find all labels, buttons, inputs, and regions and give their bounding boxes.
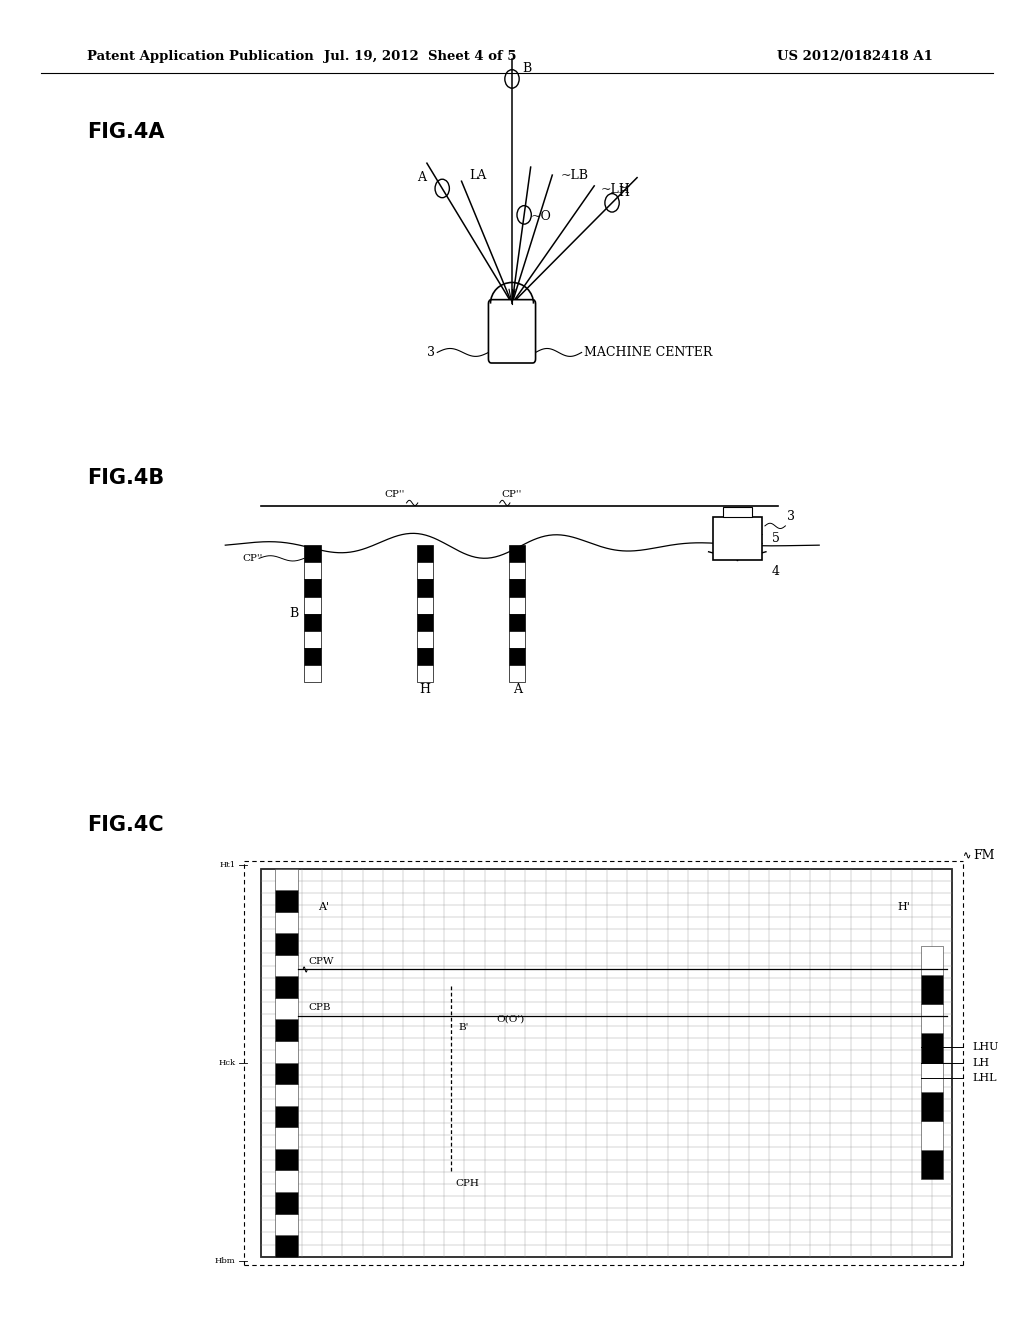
Text: 3: 3 <box>427 346 435 359</box>
Text: Jul. 19, 2012  Sheet 4 of 5: Jul. 19, 2012 Sheet 4 of 5 <box>324 50 516 63</box>
Text: CP'': CP'' <box>243 554 263 562</box>
Text: Ht1: Ht1 <box>219 861 236 869</box>
Text: A: A <box>417 172 426 185</box>
Text: A': A' <box>318 903 330 912</box>
Bar <box>921 946 943 975</box>
Bar <box>723 507 752 517</box>
Bar <box>304 597 321 614</box>
Text: ~O: ~O <box>530 210 551 223</box>
Text: CP'': CP'' <box>384 490 404 499</box>
Text: H': H' <box>897 903 910 912</box>
Bar <box>304 579 321 597</box>
Bar <box>417 648 433 665</box>
Text: B: B <box>522 62 531 75</box>
Bar <box>417 597 433 614</box>
Bar <box>417 545 433 562</box>
Text: MACHINE CENTER: MACHINE CENTER <box>584 346 712 359</box>
Bar <box>275 1084 298 1106</box>
Bar <box>713 517 762 560</box>
Text: CPW: CPW <box>308 957 334 965</box>
Text: US 2012/0182418 A1: US 2012/0182418 A1 <box>777 50 933 63</box>
Text: A: A <box>513 682 521 696</box>
Bar <box>275 977 298 998</box>
Bar <box>509 665 525 682</box>
Bar <box>261 869 952 1257</box>
Bar <box>275 1171 298 1192</box>
Bar <box>509 614 525 631</box>
Text: FIG.4C: FIG.4C <box>87 814 164 836</box>
Bar <box>275 1019 298 1041</box>
Text: CPH: CPH <box>456 1179 479 1188</box>
Bar <box>275 1063 298 1084</box>
Bar <box>275 1192 298 1213</box>
Text: ~LB: ~LB <box>560 169 589 182</box>
Text: FIG.4B: FIG.4B <box>87 467 164 488</box>
Bar <box>275 1213 298 1236</box>
Text: CPB: CPB <box>308 1003 331 1012</box>
Text: LHU: LHU <box>973 1041 999 1052</box>
Text: LH: LH <box>973 1057 990 1068</box>
Text: ~LH: ~LH <box>600 183 630 197</box>
Bar <box>417 579 433 597</box>
Bar <box>275 869 298 890</box>
Bar <box>275 890 298 912</box>
Bar <box>275 1148 298 1171</box>
Bar <box>275 912 298 933</box>
Bar <box>304 665 321 682</box>
Bar <box>304 614 321 631</box>
Text: LHL: LHL <box>973 1073 997 1084</box>
Bar <box>921 1121 943 1150</box>
Bar <box>921 975 943 1005</box>
Bar <box>275 1041 298 1063</box>
Text: O(O'): O(O') <box>497 1014 525 1023</box>
Bar <box>921 1092 943 1121</box>
Bar <box>921 1005 943 1034</box>
Text: 4: 4 <box>772 565 780 578</box>
Bar <box>921 1150 943 1179</box>
Bar <box>275 1106 298 1127</box>
Bar <box>509 648 525 665</box>
Bar <box>417 562 433 579</box>
Bar <box>275 1127 298 1148</box>
Bar <box>275 954 298 977</box>
Bar <box>275 1236 298 1257</box>
Text: 3: 3 <box>787 511 796 524</box>
Bar <box>304 631 321 648</box>
Text: H: H <box>420 682 430 696</box>
Text: Hck: Hck <box>218 1059 236 1067</box>
Bar <box>509 562 525 579</box>
Bar <box>304 545 321 562</box>
Text: 5: 5 <box>772 532 780 545</box>
Bar <box>275 933 298 954</box>
Bar <box>509 597 525 614</box>
Text: CP'': CP'' <box>502 490 522 499</box>
Bar <box>921 1034 943 1063</box>
Text: FM: FM <box>973 849 994 862</box>
Bar <box>509 545 525 562</box>
Bar <box>275 998 298 1019</box>
Bar <box>509 631 525 648</box>
FancyBboxPatch shape <box>488 300 536 363</box>
Bar <box>304 562 321 579</box>
Text: Patent Application Publication: Patent Application Publication <box>87 50 313 63</box>
Bar <box>417 614 433 631</box>
Bar <box>417 665 433 682</box>
Text: B: B <box>290 607 299 620</box>
Text: LA: LA <box>470 169 487 182</box>
Bar <box>304 648 321 665</box>
Text: FIG.4A: FIG.4A <box>87 121 165 143</box>
Text: B': B' <box>459 1023 469 1032</box>
Text: H: H <box>618 186 629 199</box>
Bar <box>509 579 525 597</box>
Text: Hbm: Hbm <box>215 1257 236 1265</box>
Bar <box>921 1063 943 1092</box>
Bar <box>417 631 433 648</box>
